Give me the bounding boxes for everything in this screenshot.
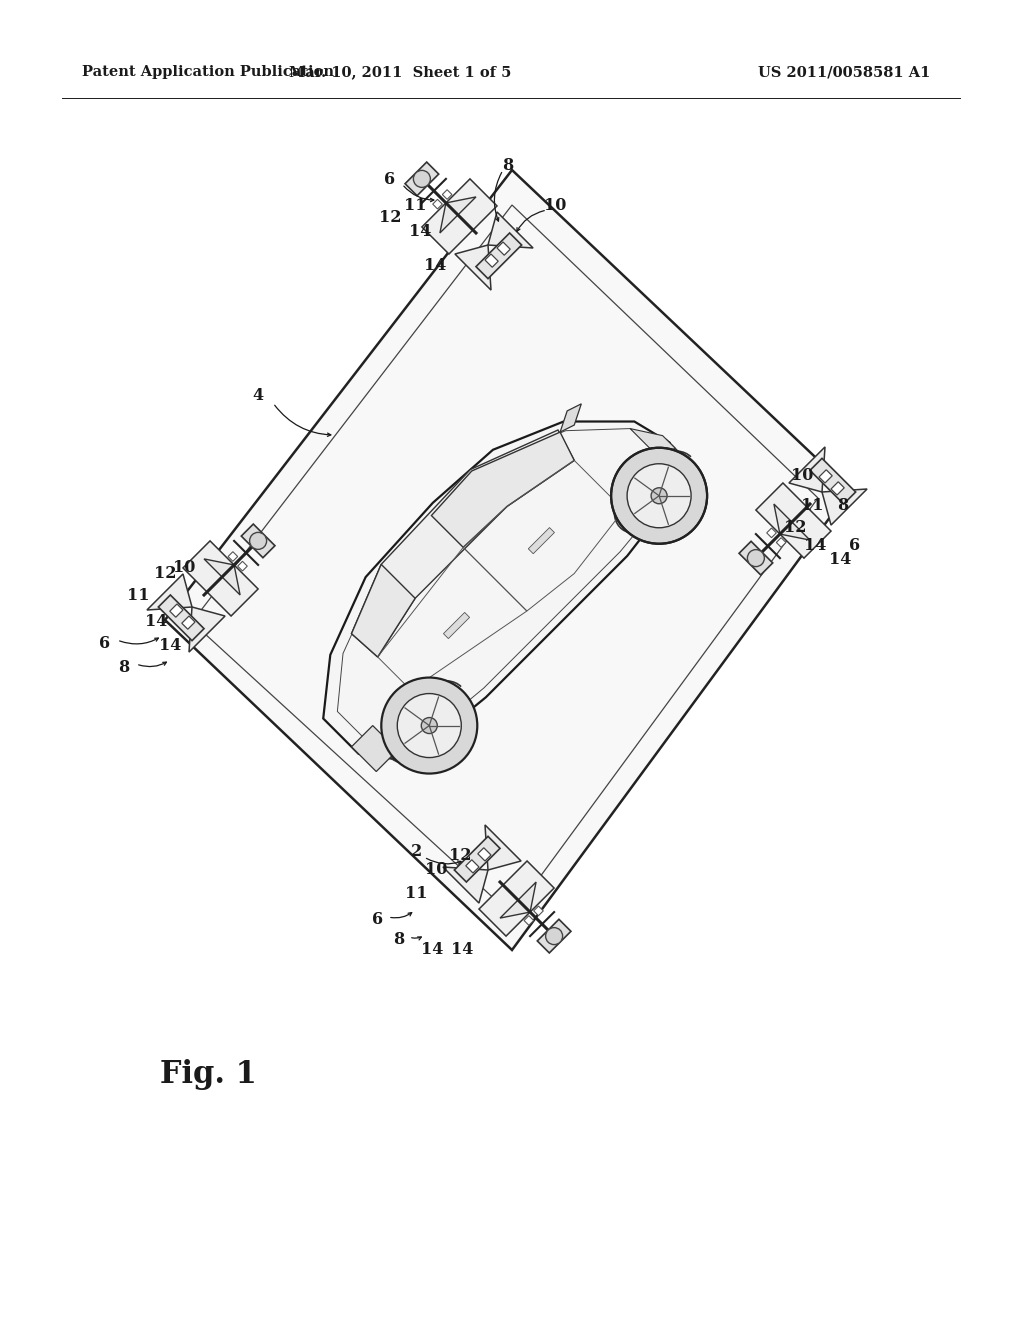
Text: 8: 8 bbox=[119, 659, 130, 676]
Circle shape bbox=[250, 532, 266, 549]
Polygon shape bbox=[228, 552, 238, 561]
Polygon shape bbox=[524, 916, 534, 925]
Text: 10: 10 bbox=[791, 467, 813, 484]
Circle shape bbox=[414, 170, 430, 187]
Polygon shape bbox=[406, 162, 438, 195]
Circle shape bbox=[397, 693, 461, 758]
Circle shape bbox=[546, 928, 562, 945]
Text: 8: 8 bbox=[393, 932, 404, 949]
Text: 6: 6 bbox=[384, 170, 395, 187]
Polygon shape bbox=[479, 861, 554, 936]
Polygon shape bbox=[170, 605, 183, 618]
Polygon shape bbox=[466, 859, 479, 873]
Text: 8: 8 bbox=[838, 496, 849, 513]
Polygon shape bbox=[767, 528, 776, 537]
Polygon shape bbox=[165, 170, 850, 950]
Text: 2: 2 bbox=[411, 843, 422, 861]
Text: 14: 14 bbox=[451, 941, 473, 958]
Text: 14: 14 bbox=[421, 941, 443, 958]
Text: 10: 10 bbox=[425, 862, 447, 879]
Polygon shape bbox=[443, 612, 470, 639]
Text: 14: 14 bbox=[424, 256, 446, 273]
Polygon shape bbox=[739, 541, 773, 576]
Text: 6: 6 bbox=[850, 536, 860, 553]
Polygon shape bbox=[433, 199, 442, 209]
Polygon shape bbox=[182, 616, 195, 630]
Polygon shape bbox=[560, 404, 582, 432]
Polygon shape bbox=[500, 882, 537, 919]
Polygon shape bbox=[431, 432, 574, 548]
Circle shape bbox=[627, 463, 691, 528]
Polygon shape bbox=[538, 919, 571, 953]
Text: 11: 11 bbox=[801, 496, 823, 513]
Polygon shape bbox=[238, 561, 247, 572]
Text: 14: 14 bbox=[409, 223, 431, 240]
Circle shape bbox=[381, 677, 477, 774]
Text: 6: 6 bbox=[373, 912, 384, 928]
Text: 12: 12 bbox=[379, 209, 401, 226]
Polygon shape bbox=[776, 537, 786, 548]
Text: 6: 6 bbox=[99, 635, 111, 652]
Circle shape bbox=[611, 447, 708, 544]
Polygon shape bbox=[204, 558, 240, 595]
Text: 14: 14 bbox=[144, 614, 167, 631]
Circle shape bbox=[651, 488, 667, 504]
Polygon shape bbox=[351, 565, 415, 657]
Polygon shape bbox=[443, 867, 488, 903]
Polygon shape bbox=[819, 470, 833, 483]
Text: US 2011/0058581 A1: US 2011/0058581 A1 bbox=[758, 65, 931, 79]
Polygon shape bbox=[242, 524, 274, 558]
Text: 14: 14 bbox=[159, 638, 181, 655]
Text: 14: 14 bbox=[804, 536, 826, 553]
Text: 14: 14 bbox=[828, 552, 851, 569]
Polygon shape bbox=[485, 825, 521, 870]
Text: 12: 12 bbox=[154, 565, 176, 582]
Polygon shape bbox=[485, 253, 499, 267]
Polygon shape bbox=[455, 246, 490, 290]
Circle shape bbox=[421, 718, 437, 734]
Polygon shape bbox=[645, 440, 684, 478]
Polygon shape bbox=[822, 488, 867, 525]
Text: 4: 4 bbox=[253, 387, 263, 404]
Polygon shape bbox=[528, 528, 554, 553]
Polygon shape bbox=[630, 429, 676, 455]
Text: 11: 11 bbox=[403, 197, 426, 214]
Polygon shape bbox=[478, 847, 490, 861]
Polygon shape bbox=[788, 447, 825, 492]
Polygon shape bbox=[488, 213, 534, 248]
Polygon shape bbox=[455, 837, 500, 882]
Polygon shape bbox=[351, 430, 574, 657]
Polygon shape bbox=[810, 458, 856, 504]
Circle shape bbox=[748, 549, 764, 566]
Polygon shape bbox=[497, 242, 510, 255]
Text: 12: 12 bbox=[449, 846, 471, 863]
Text: Patent Application Publication: Patent Application Publication bbox=[82, 65, 334, 79]
Polygon shape bbox=[774, 504, 810, 540]
Text: 12: 12 bbox=[783, 519, 806, 536]
Polygon shape bbox=[756, 483, 831, 558]
Text: 10: 10 bbox=[173, 560, 196, 577]
Polygon shape bbox=[534, 906, 544, 916]
Text: Mar. 10, 2011  Sheet 1 of 5: Mar. 10, 2011 Sheet 1 of 5 bbox=[289, 65, 511, 79]
Polygon shape bbox=[422, 180, 497, 253]
Polygon shape bbox=[324, 421, 677, 760]
Text: Fig. 1: Fig. 1 bbox=[160, 1060, 257, 1090]
Text: 11: 11 bbox=[404, 884, 427, 902]
Text: 8: 8 bbox=[503, 157, 514, 173]
Text: 10: 10 bbox=[544, 197, 566, 214]
Polygon shape bbox=[440, 197, 476, 232]
Polygon shape bbox=[442, 190, 452, 199]
Polygon shape bbox=[183, 541, 258, 616]
Text: 11: 11 bbox=[127, 586, 150, 603]
Polygon shape bbox=[476, 232, 521, 279]
Polygon shape bbox=[146, 574, 193, 610]
Polygon shape bbox=[189, 607, 225, 652]
Polygon shape bbox=[831, 482, 844, 495]
Polygon shape bbox=[351, 726, 397, 771]
Polygon shape bbox=[159, 595, 204, 640]
